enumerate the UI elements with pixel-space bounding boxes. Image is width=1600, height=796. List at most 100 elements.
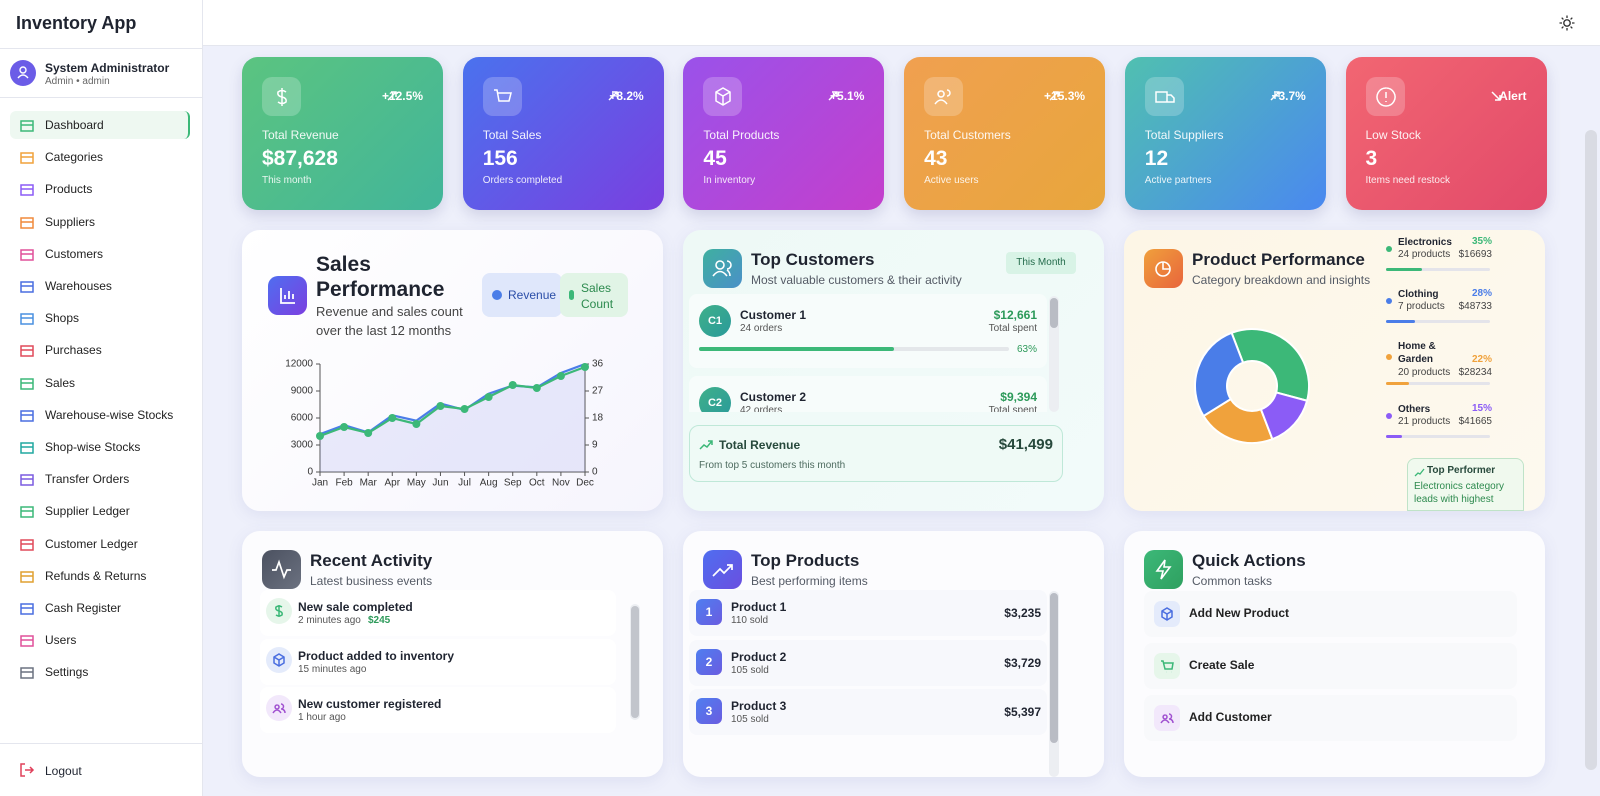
action-label: Add New Product (1189, 606, 1290, 620)
icon (1160, 713, 1174, 724)
x-tick-label: Sep (504, 478, 522, 489)
x-tick-label: Nov (552, 478, 570, 489)
nav-label: Warehouses (45, 279, 112, 293)
theme-toggle[interactable] (1558, 14, 1576, 32)
nav-item[interactable]: Categories (10, 147, 190, 169)
product-row: 1 Product 1 110 sold $3,235 (689, 590, 1047, 636)
stat-card: +3.7% Total Suppliers 12 Active partners (1124, 57, 1326, 210)
quick-action[interactable]: Create Sale (1144, 643, 1517, 689)
product-name: Product 3 (731, 699, 787, 713)
icon (712, 260, 732, 277)
nav-item[interactable]: Shops (10, 308, 190, 330)
legend-revenue[interactable]: Revenue (482, 273, 562, 317)
quick-action[interactable]: Add Customer (1144, 695, 1517, 741)
nav-item[interactable]: Shop-wise Stocks (10, 437, 190, 459)
icon-shape (20, 313, 34, 325)
scroll-thumb[interactable] (1050, 298, 1058, 328)
icon (20, 184, 34, 197)
nav-label: Dashboard (45, 118, 104, 132)
activity-text: New customer registered (298, 697, 442, 711)
icon (20, 538, 34, 551)
nav-item[interactable]: Purchases (10, 340, 190, 362)
progress-track (1386, 435, 1490, 438)
nav-item[interactable]: Cash Register (10, 598, 190, 620)
icon (20, 410, 34, 422)
nav-item[interactable]: Supplier Ledger (10, 501, 190, 523)
nav-item[interactable]: Warehouse-wise Stocks (10, 405, 190, 427)
icon (1161, 660, 1174, 673)
nav-item[interactable]: Dashboard (10, 115, 190, 137)
logout[interactable]: Logout (45, 764, 82, 778)
sales-panel: Sales Performance Revenue and sales coun… (242, 230, 663, 511)
scrollbar[interactable] (1585, 130, 1597, 770)
icon (277, 88, 287, 106)
icon (1270, 91, 1280, 101)
divider (0, 743, 202, 744)
nav-item[interactable]: Users (10, 630, 190, 652)
icon-box (482, 77, 522, 116)
panel-icon (1144, 550, 1183, 589)
progress-bar (699, 347, 895, 351)
stat-subtitle: This month (262, 175, 312, 186)
product-performance-panel: Product Performance Category breakdown a… (1124, 230, 1545, 511)
icon-shape (1161, 607, 1173, 621)
icon (20, 313, 34, 325)
stat-subtitle: Orders completed (482, 175, 563, 186)
pie-slice (1259, 391, 1309, 441)
activity-icon (266, 646, 292, 673)
icon (20, 474, 34, 486)
icon-box (703, 77, 743, 116)
activity-list: New sale completed 2 minutes ago $245 Produ… (260, 590, 616, 777)
stat-change: +5.1% (830, 89, 865, 103)
nav-item[interactable]: Products (10, 179, 190, 201)
icon (272, 703, 286, 714)
nav-item[interactable]: Refunds & Returns (10, 566, 190, 588)
legend-label: Sales Count (581, 281, 614, 311)
icon (20, 571, 34, 583)
customer-avatar: C2 (699, 387, 731, 412)
nav-item[interactable]: Settings (10, 662, 190, 684)
icon-shape (934, 89, 951, 105)
y2-tick-label: 18 (592, 413, 604, 424)
product-list: 1 Product 1 110 sold $3,235 2 Product 2 105 so… (689, 590, 1047, 777)
scrollbar[interactable] (1049, 296, 1059, 412)
nav-item[interactable]: Customers (10, 244, 190, 266)
stat-value: 43 (924, 147, 948, 170)
nav-item[interactable]: Suppliers (10, 212, 190, 234)
customer-row: C1 Customer 1 24 orders $12,661 Total spent 6… (689, 294, 1047, 368)
nav-label: Suppliers (45, 214, 96, 229)
customer-orders: 24 orders (740, 323, 783, 334)
stat-title: Total Sales (482, 128, 542, 142)
quick-action[interactable]: Add New Product (1144, 591, 1517, 637)
point (484, 393, 493, 401)
legend-sales[interactable]: Sales Count (560, 273, 628, 317)
nav-item[interactable]: Warehouses (10, 276, 190, 298)
icon-box (1144, 77, 1184, 116)
icon (712, 564, 733, 577)
nav-label: Warehouse-wise Stocks (45, 407, 174, 422)
icon-shape (20, 506, 34, 519)
scroll-thumb[interactable] (1050, 593, 1058, 743)
scrollbar[interactable] (1049, 591, 1059, 777)
icon (20, 377, 34, 390)
nav-label: Transfer Orders (45, 472, 130, 487)
activity-row: New sale completed 2 minutes ago $245 (260, 590, 616, 636)
pie-slice (1194, 331, 1245, 418)
point (508, 381, 517, 389)
nav-label: Cash Register (45, 601, 122, 615)
icon (20, 249, 34, 261)
icon-shape (272, 703, 286, 714)
nav-item[interactable]: Customer Ledger (10, 534, 190, 556)
chart-subtitle: Revenue and sales count over the last 12… (316, 304, 463, 338)
panel-title: Quick Actions (1192, 551, 1306, 570)
stat-subtitle: Items need restock (1365, 175, 1450, 186)
scroll-thumb[interactable] (631, 606, 639, 718)
icon-shape (20, 474, 34, 486)
badge: This Month (1006, 252, 1076, 274)
legend-products: 7 products (1398, 301, 1445, 312)
legend-dot (1386, 246, 1392, 252)
nav-item[interactable]: Transfer Orders (10, 469, 190, 491)
customer-amount: $9,394 (1000, 390, 1037, 404)
nav-item[interactable]: Sales (10, 373, 190, 395)
scrollbar[interactable] (630, 604, 640, 720)
